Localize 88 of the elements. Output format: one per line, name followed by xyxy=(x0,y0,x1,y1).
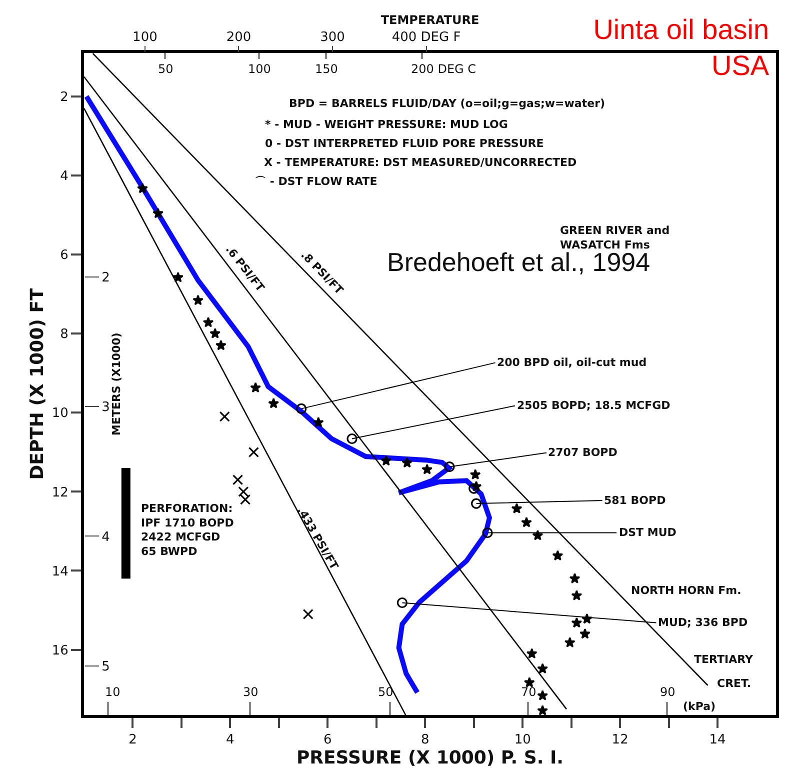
annotation: 2505 BOPD; 18.5 MCFGD xyxy=(517,399,670,412)
x2-tick-label: 100 xyxy=(132,30,158,45)
y2-axis-title: METERS (X1000) xyxy=(110,332,123,436)
point xyxy=(564,636,576,648)
point xyxy=(172,272,184,282)
annotation: 100 xyxy=(248,62,271,76)
annotation: MUD; 336 BPD xyxy=(658,616,748,629)
point xyxy=(571,590,582,600)
annotation: 150 xyxy=(315,62,338,76)
point xyxy=(346,433,358,444)
annotation: CRET. xyxy=(717,677,752,690)
annotation: 581 BOPD xyxy=(604,494,666,507)
y2-tick-label: 4 xyxy=(102,530,110,545)
point xyxy=(552,550,564,560)
annotation: TERTIARY xyxy=(694,653,754,666)
point xyxy=(471,498,482,509)
x-tick-label: 14 xyxy=(709,732,726,748)
y2-tick-label: 3 xyxy=(102,400,110,416)
annotation: 90 xyxy=(660,685,676,699)
x-tick-label: 10 xyxy=(514,732,531,748)
point xyxy=(380,455,392,466)
x2-tick-label: 300 xyxy=(320,30,345,45)
x-tick-label: 2 xyxy=(128,732,137,748)
point xyxy=(215,340,226,350)
x-tick-label: 4 xyxy=(226,732,234,748)
annotation: 30 xyxy=(243,685,258,699)
point xyxy=(569,572,580,584)
y-tick-label: 6 xyxy=(60,248,68,264)
point xyxy=(250,382,261,393)
annotation: BPD = BARRELS FLUID/DAY (o=oil;g=gas;w=water) xyxy=(289,97,606,110)
point xyxy=(524,676,535,688)
y-axis-title: DEPTH (X 1000) FT xyxy=(27,287,48,480)
y2-tick-label: 2 xyxy=(102,270,110,286)
point xyxy=(402,457,413,468)
point xyxy=(521,516,532,528)
point xyxy=(470,469,481,480)
annotation: ⌒ - DST FLOW RATE xyxy=(255,175,378,188)
y-tick-label: 12 xyxy=(52,485,68,500)
x-axis-title: PRESSURE (X 1000) P. S. I. xyxy=(296,748,564,769)
y2-tick-label: 5 xyxy=(102,659,110,674)
annotation: 2707 BOPD xyxy=(548,446,618,459)
annotation: * - MUD - WEIGHT PRESSURE: MUD LOG xyxy=(265,118,508,131)
point xyxy=(268,398,280,408)
point xyxy=(526,648,538,658)
x-tick-label: 8 xyxy=(420,732,430,748)
x2-tick-label: 200 xyxy=(226,30,252,45)
point xyxy=(152,208,164,218)
point xyxy=(571,617,582,628)
y-tick-label: 16 xyxy=(52,643,68,658)
x-tick-label: 6 xyxy=(324,732,332,748)
annotation: 50 xyxy=(378,685,394,699)
y-tick-label: 10 xyxy=(52,406,68,422)
x2-tick-label: 400 DEG F xyxy=(392,30,461,45)
annotation: 0 - DST INTERPRETED FLUID PORE PRESSURE xyxy=(265,137,544,150)
annotation: X - TEMPERATURE: DST MEASURED/UNCORRECTED xyxy=(264,156,577,169)
point xyxy=(296,403,307,414)
annotation: 10 xyxy=(105,685,120,699)
annotation: NORTH HORN Fm. xyxy=(631,584,742,597)
annotation: 200 BPD oil, oil-cut mud xyxy=(497,356,647,369)
point xyxy=(312,416,324,428)
point xyxy=(444,462,455,472)
point xyxy=(537,663,548,674)
x-tick-label: 12 xyxy=(612,732,628,748)
x2-axis-title: TEMPERATURE xyxy=(380,13,480,28)
point xyxy=(482,528,493,538)
y-tick-label: 2 xyxy=(60,90,68,106)
chart-title: Uinta oil basin USA xyxy=(593,14,770,82)
point xyxy=(537,704,548,716)
y-tick-label: 4 xyxy=(60,169,68,184)
annotation: (kPa) xyxy=(683,700,716,713)
point xyxy=(468,483,480,494)
y-tick-label: 8 xyxy=(60,327,68,342)
point xyxy=(202,316,214,328)
point xyxy=(137,182,148,194)
annotation: DST MUD xyxy=(619,526,676,539)
point xyxy=(511,502,522,514)
point xyxy=(422,464,433,474)
annotation: 70 xyxy=(521,685,536,699)
y-tick-label: 14 xyxy=(52,564,68,580)
point xyxy=(396,597,408,608)
annotation: GREEN RIVER and WASATCH Fms xyxy=(560,224,670,252)
annotation: 50 xyxy=(158,62,174,76)
annotation: PERFORATION: IPF 1710 BOPD 2422 MCFGD 65 BWPD xyxy=(141,502,234,558)
point xyxy=(210,328,221,338)
annotation: 200 DEG C xyxy=(411,62,476,76)
point xyxy=(537,690,548,700)
point xyxy=(580,628,590,639)
point xyxy=(192,294,204,306)
